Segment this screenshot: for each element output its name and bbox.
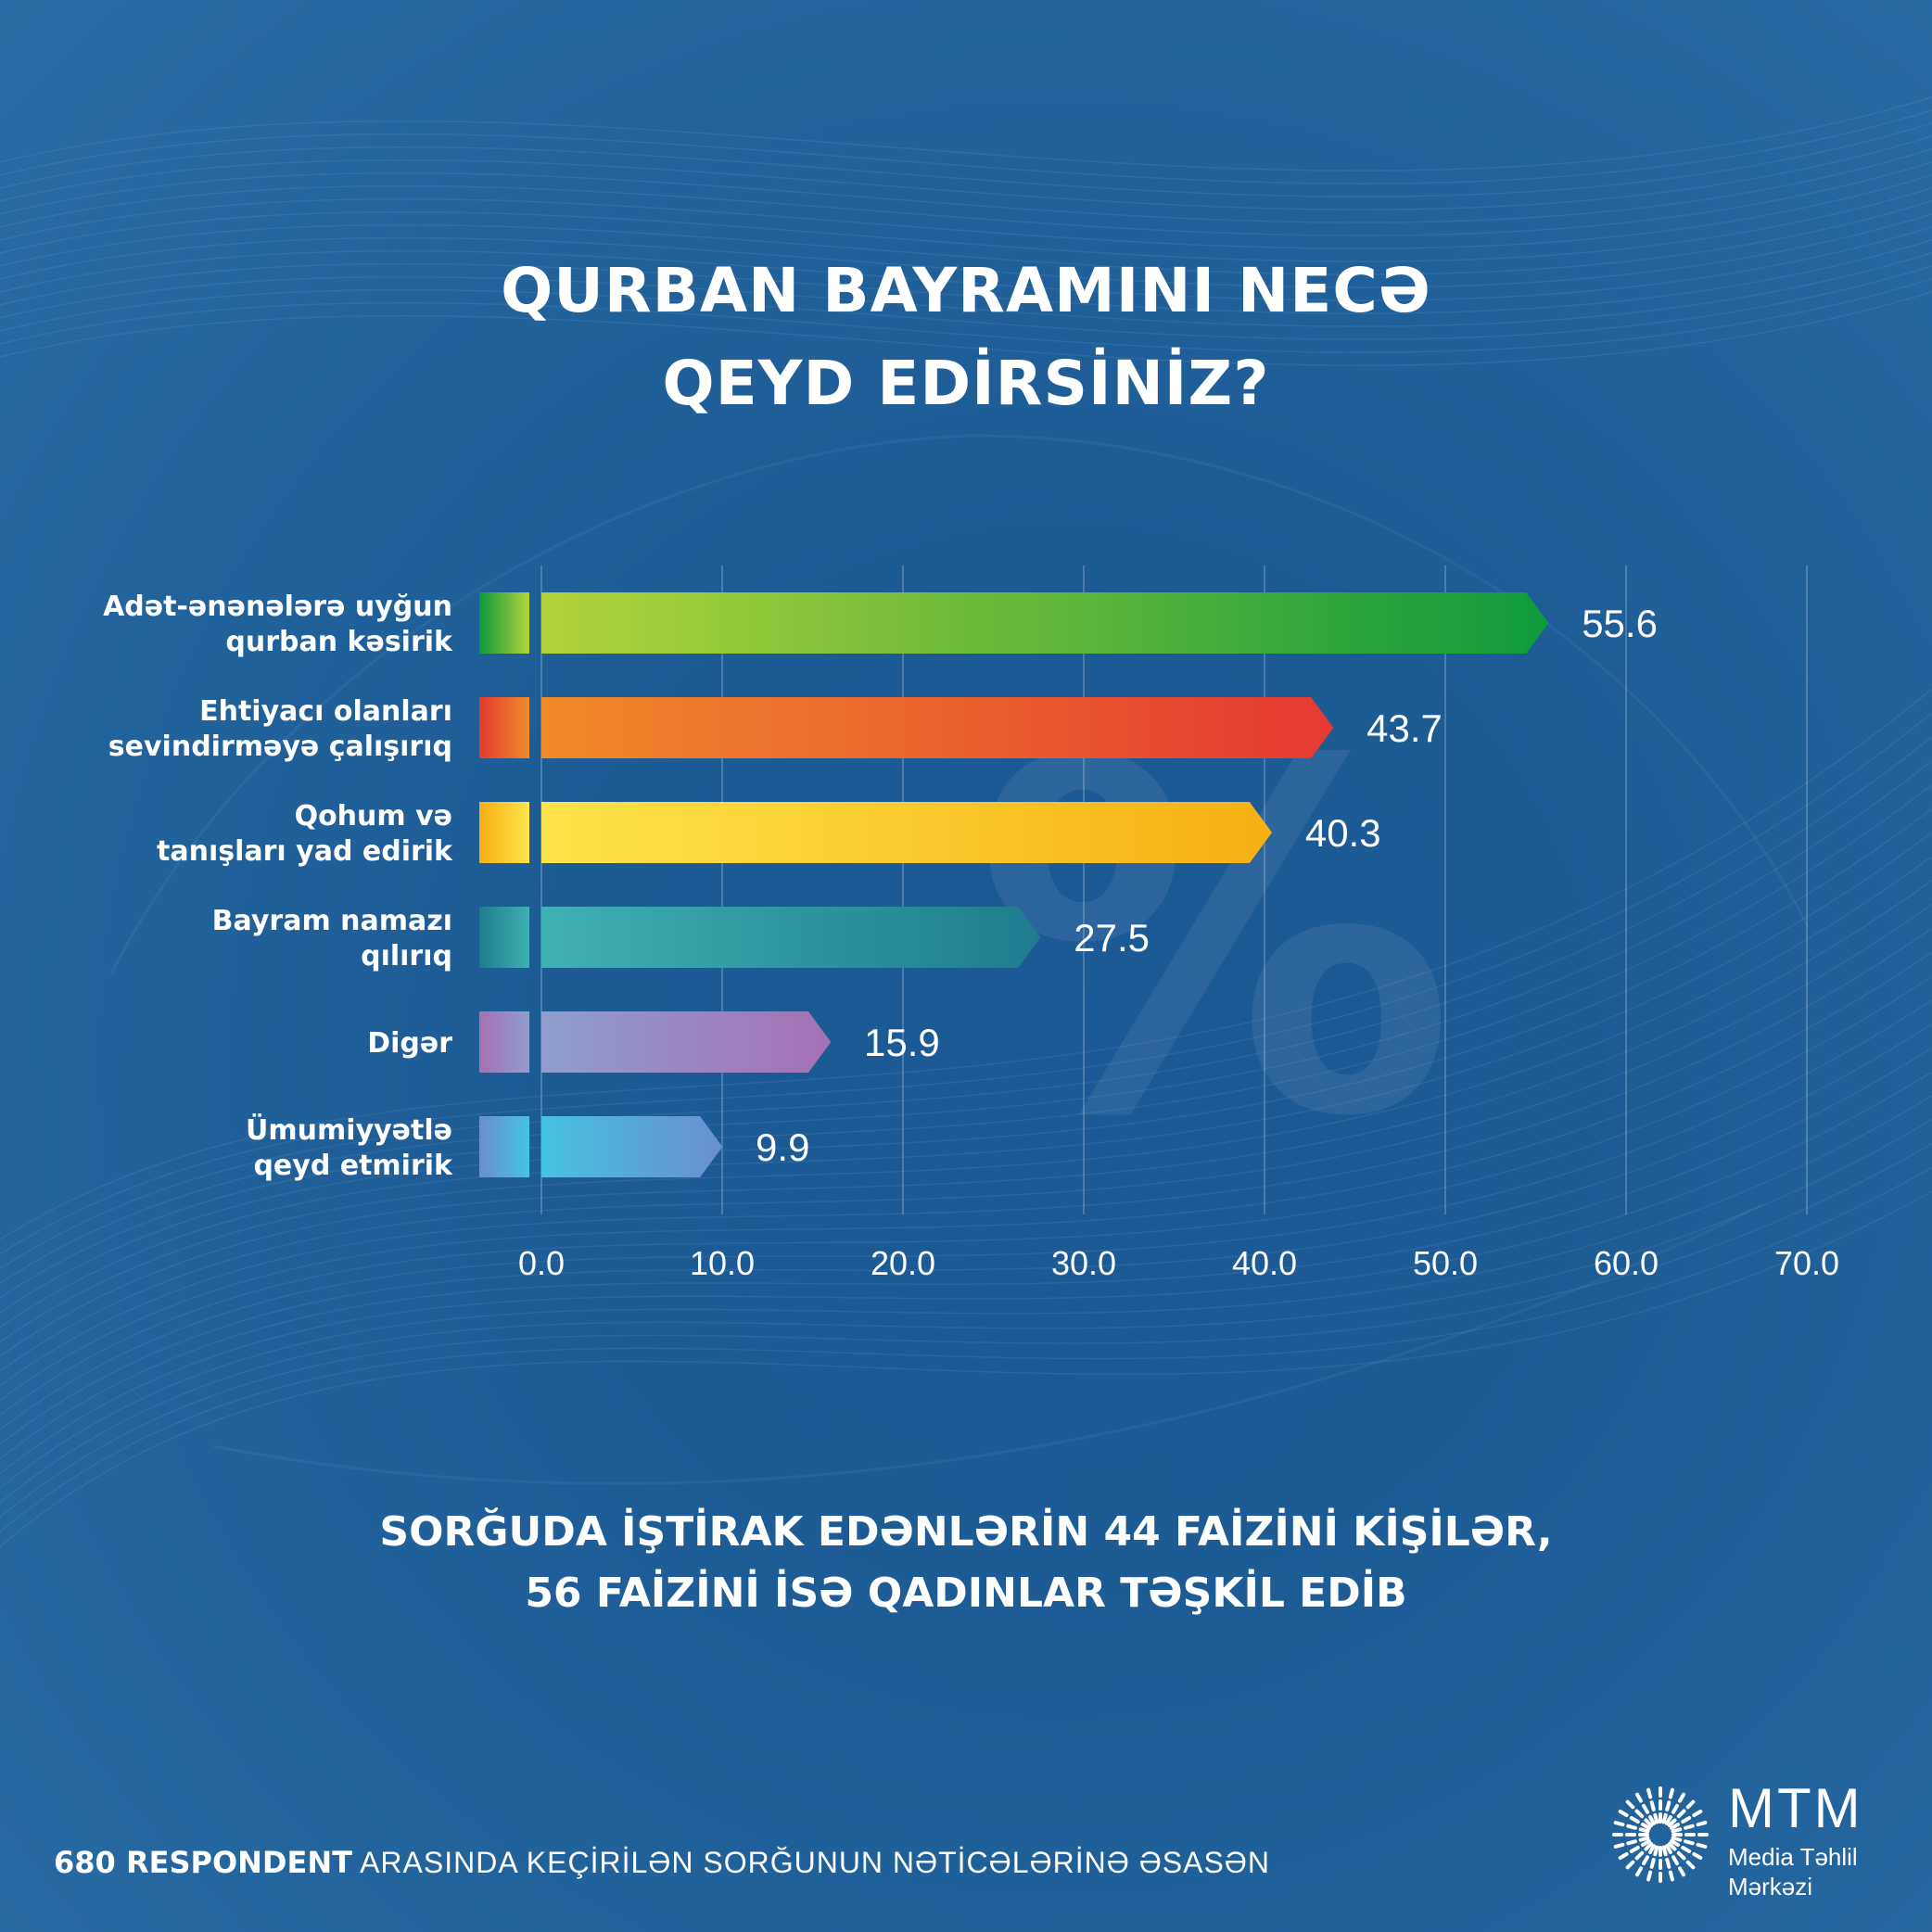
bar-value-label: 27.5 <box>1074 916 1150 960</box>
category-label: Adət-ənənələrə uyğun <box>103 591 452 623</box>
logo-mark-icon <box>1612 1786 1709 1883</box>
logo-subtitle-line-1: Media Təhlil <box>1728 1843 1858 1871</box>
x-tick-label: 60.0 <box>1594 1244 1659 1282</box>
category-label: qılırıq <box>361 940 452 972</box>
survey-note-line-2: 56 FAİZİNİ İSƏ QADINLAR TƏŞKİL EDİB <box>525 1570 1407 1617</box>
bar-value-label: 9.9 <box>756 1125 809 1169</box>
x-tick-label: 50.0 <box>1413 1244 1478 1282</box>
footer-respondent-count: 680 RESPONDENT <box>54 1845 352 1880</box>
bar <box>541 802 1273 863</box>
category-label: Bayram namazı <box>212 905 452 937</box>
bar <box>541 907 1041 968</box>
x-tick-label: 70.0 <box>1774 1244 1839 1282</box>
bar-swatch <box>479 907 529 968</box>
category-label: Ümumiyyətlə <box>246 1112 452 1147</box>
bar <box>541 697 1334 758</box>
bar-swatch <box>479 1011 529 1073</box>
background-arc <box>212 1203 1762 1485</box>
logo-starburst <box>1612 1786 1709 1883</box>
bar-value-label: 40.3 <box>1305 811 1381 855</box>
category-label: qurban kəsirik <box>225 626 453 658</box>
x-tick-label: 20.0 <box>871 1244 935 1282</box>
survey-note-line-1: SORĞUDA İŞTİRAK EDƏNLƏRİN 44 FAİZİNİ KİŞ… <box>379 1508 1553 1556</box>
bar-swatch <box>479 697 529 758</box>
footer-source-text: ARASINDA KEÇİRİLƏN SORĞUNUN NƏTİCƏLƏRİNƏ… <box>351 1846 1270 1879</box>
bar-value-label: 15.9 <box>864 1021 940 1064</box>
category-label: qeyd etmirik <box>253 1150 453 1182</box>
bar-value-label: 55.6 <box>1582 602 1658 645</box>
bar-swatch <box>479 802 529 863</box>
bar <box>541 1011 832 1073</box>
logo-subtitle-line-2: Mərkəzi <box>1728 1873 1813 1900</box>
category-label: Digər <box>367 1027 452 1060</box>
bar <box>541 592 1549 654</box>
category-label: tanışları yad edirik <box>157 835 453 868</box>
bar-swatch <box>479 592 529 654</box>
bar <box>541 1116 723 1177</box>
logo-name: MTM <box>1728 1777 1863 1839</box>
background-arc <box>109 434 1810 974</box>
category-label: sevindirməyə çalışırıq <box>108 731 452 763</box>
x-tick-label: 10.0 <box>690 1244 755 1282</box>
chart-title-line-1: QURBAN BAYRAMINI NECƏ <box>501 255 1431 326</box>
footer-source: 680 RESPONDENT ARASINDA KEÇİRİLƏN SORĞUN… <box>54 1845 1270 1880</box>
category-label: Qohum və <box>295 800 452 833</box>
background-wave-lines <box>0 96 1932 1548</box>
category-label: Ehtiyacı olanları <box>199 695 452 728</box>
bar-swatch <box>479 1116 529 1177</box>
mtm-logo: MTM Media Təhlil Mərkəzi <box>1609 1777 1888 1912</box>
bar-value-label: 43.7 <box>1366 706 1443 750</box>
x-tick-label: 0.0 <box>518 1244 565 1282</box>
x-tick-label: 30.0 <box>1051 1244 1116 1282</box>
chart-title-line-2: QEYD EDİRSİNİZ? <box>662 348 1270 419</box>
x-tick-label: 40.0 <box>1232 1244 1297 1282</box>
